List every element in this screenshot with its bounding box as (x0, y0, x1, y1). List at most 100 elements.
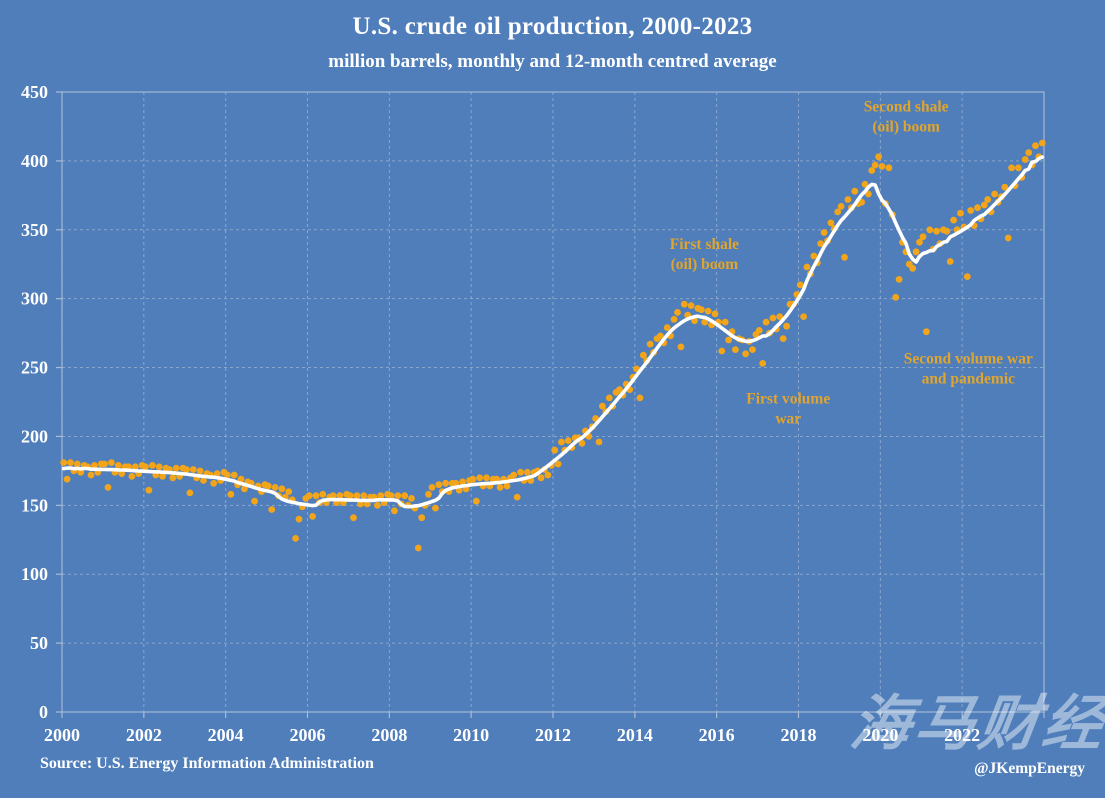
annotation-second-volume-war: Second volume war and pandemic (904, 350, 1033, 387)
monthly-data-point (912, 248, 920, 256)
x-tick-label: 2014 (617, 725, 653, 745)
monthly-data-point (725, 336, 732, 344)
annotation-second-shale-boom: Second shale (oil) boom (864, 98, 949, 135)
monthly-data-point (851, 187, 859, 195)
monthly-data-point (1025, 149, 1033, 157)
monthly-data-point (687, 302, 695, 309)
monthly-data-point (595, 438, 603, 446)
monthly-data-point (554, 460, 562, 468)
monthly-data-point (1015, 164, 1022, 172)
monthly-data-point (476, 474, 484, 482)
monthly-data-point (189, 466, 197, 473)
monthly-data-point (646, 340, 654, 348)
monthly-data-point (196, 467, 204, 475)
monthly-data-point (923, 328, 930, 336)
monthly-data-point (67, 459, 74, 466)
monthly-data-point (926, 226, 934, 234)
monthly-data-point (513, 493, 521, 501)
monthly-data-point (957, 209, 964, 217)
monthly-data-point (87, 471, 95, 479)
monthly-data-point (718, 347, 726, 355)
y-tick-label: 300 (21, 289, 48, 309)
monthly-data-point (183, 466, 190, 473)
monthly-data-point (1001, 183, 1009, 191)
monthly-data-point (892, 293, 900, 301)
monthly-data-point (91, 462, 98, 469)
monthly-data-point (374, 501, 381, 509)
monthly-data-point (394, 492, 402, 500)
monthly-data-point (101, 460, 108, 468)
monthly-data-point (524, 468, 531, 476)
monthly-data-point (950, 216, 957, 224)
monthly-data-point (599, 402, 606, 410)
monthly-data-point (357, 500, 364, 508)
monthly-data-point (769, 314, 777, 322)
monthly-data-point (732, 346, 739, 353)
y-tick-label: 400 (21, 151, 48, 171)
monthly-data-point (933, 227, 940, 235)
monthly-data-point (803, 263, 811, 271)
x-tick-label: 2012 (535, 725, 571, 745)
x-tick-label: 2018 (781, 725, 817, 745)
monthly-data-point (251, 497, 258, 505)
monthly-data-point (237, 475, 245, 483)
monthly-data-point (186, 489, 194, 497)
monthly-data-point (435, 481, 443, 489)
monthly-data-point (640, 351, 647, 359)
monthly-data-point (483, 474, 490, 482)
monthly-data-point (721, 318, 729, 326)
monthly-data-point (820, 229, 828, 236)
credit-handle: @JKempEnergy (974, 760, 1085, 777)
monthly-data-point (408, 495, 415, 502)
monthly-data-point (142, 463, 149, 471)
monthly-data-point (517, 468, 524, 476)
monthly-data-point (145, 486, 153, 494)
x-tick-label: 2006 (290, 725, 326, 745)
monthly-data-point (264, 482, 272, 490)
monthly-data-point (796, 281, 804, 289)
monthly-data-point (210, 479, 218, 487)
monthly-data-point (329, 492, 337, 500)
monthly-data-point (425, 490, 432, 498)
monthly-data-point (401, 492, 409, 500)
monthly-data-point (544, 471, 552, 479)
monthly-data-point (285, 488, 293, 495)
monthly-data-point (350, 514, 357, 522)
x-tick-label: 2020 (862, 725, 898, 745)
y-tick-label: 350 (21, 220, 48, 240)
monthly-data-point (834, 208, 842, 216)
monthly-data-point (1032, 142, 1039, 150)
y-tick-label: 200 (21, 426, 48, 446)
monthly-data-point (118, 470, 126, 477)
monthly-data-point (663, 324, 671, 331)
monthly-data-point (104, 484, 112, 491)
monthly-data-point (432, 504, 439, 512)
y-tick-label: 50 (30, 633, 48, 653)
monthly-data-point (844, 196, 852, 203)
monthly-data-point (657, 332, 664, 340)
monthly-data-point (810, 252, 818, 260)
monthly-data-point (391, 507, 398, 515)
monthly-data-point (1038, 139, 1046, 147)
monthly-data-point (472, 497, 480, 505)
annotation-first-volume-war: First volume war (746, 390, 830, 427)
monthly-data-point (697, 306, 705, 314)
x-tick-label: 2000 (44, 725, 80, 745)
monthly-data-point (895, 276, 903, 283)
monthly-data-point (336, 492, 344, 500)
monthly-data-point (1021, 156, 1029, 163)
monthly-data-point (60, 459, 68, 466)
monthly-data-point (200, 477, 207, 484)
monthly-data-point (418, 514, 426, 522)
x-tick-label: 2008 (371, 725, 407, 745)
monthly-data-point (943, 227, 951, 235)
monthly-data-point (377, 492, 385, 500)
monthly-data-point (701, 318, 709, 326)
monthly-data-point (680, 300, 688, 308)
monthly-data-point (636, 394, 644, 402)
monthly-data-point (496, 484, 504, 491)
monthly-data-point (149, 462, 156, 469)
monthly-data-point (224, 471, 231, 479)
monthly-data-point (295, 515, 303, 523)
